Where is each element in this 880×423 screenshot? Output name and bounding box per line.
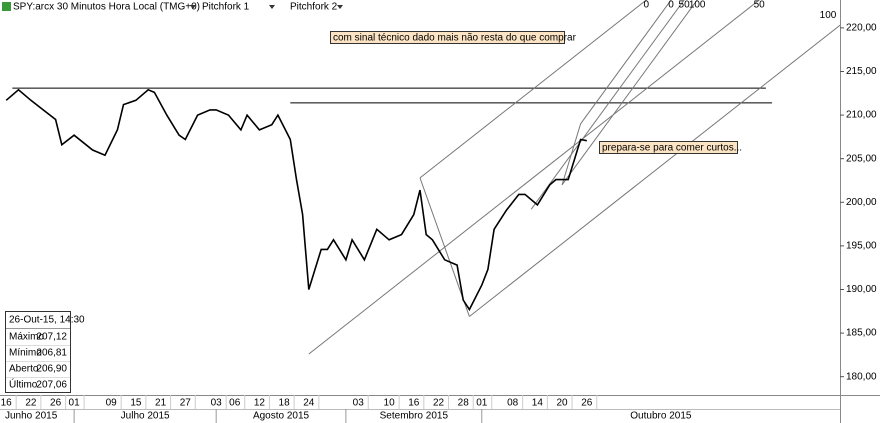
month-label: Agosto 2015 — [253, 411, 310, 422]
annotation-box — [330, 31, 565, 44]
annotation: com sinal técnico dado mais não resta do… — [333, 33, 577, 44]
info-frame — [5, 311, 71, 393]
x-tick-label: 28 — [458, 398, 470, 409]
dropdown-arrow[interactable] — [190, 5, 196, 9]
x-tick-label: 24 — [303, 398, 315, 409]
info-key: Aberto — [9, 364, 39, 375]
x-tick-label: 14 — [532, 398, 544, 409]
x-tick-label: 22 — [433, 398, 445, 409]
x-tick-label: 09 — [106, 398, 118, 409]
info-key: Máximo — [9, 332, 44, 343]
x-tick-label: 16 — [1, 398, 13, 409]
y-tick-label: 210,00 — [846, 110, 877, 121]
pitchfork-label: 0 — [668, 0, 674, 11]
month-label: Outubro 2015 — [630, 411, 692, 422]
plot-area — [5, 0, 840, 355]
symbol-icon — [2, 2, 11, 11]
x-tick-label: 22 — [25, 398, 37, 409]
y-tick-label: 220,00 — [846, 23, 877, 34]
x-tick-label: 20 — [556, 398, 568, 409]
x-tick-label: 08 — [507, 398, 519, 409]
annotation-box — [599, 141, 738, 154]
info-value: 207,06 — [36, 380, 67, 391]
pitchfork-label: 50 — [679, 0, 691, 11]
x-tick-label: 03 — [353, 398, 365, 409]
x-tick-label: 06 — [229, 398, 241, 409]
pitchfork-label: 100 — [689, 0, 706, 11]
x-tick-label: 15 — [130, 398, 142, 409]
x-tick-label: 27 — [180, 398, 192, 409]
info-box: 26-Out-15, 14:30 Máximo 207,12 Mínimo 20… — [5, 311, 85, 393]
y-tick-label: 195,00 — [846, 241, 877, 252]
info-key: Mínimo — [9, 348, 42, 359]
tool-button[interactable]: Pitchfork 2 — [290, 2, 338, 13]
info-value: 206,81 — [36, 348, 67, 359]
annotation: prepara-se para comer curtos... — [602, 143, 742, 154]
x-tick-label: 16 — [408, 398, 420, 409]
pitchfork-label: 50 — [754, 0, 766, 11]
x-tick-label: 26 — [581, 398, 593, 409]
dropdown-arrow[interactable] — [337, 5, 343, 9]
y-tick-label: 200,00 — [846, 197, 877, 208]
x-tick-label: 10 — [384, 398, 396, 409]
x-tick-label: 18 — [279, 398, 291, 409]
pitchfork-label: 0 — [644, 0, 650, 11]
info-title: 26-Out-15, 14:30 — [9, 315, 85, 326]
info-key: Último — [9, 378, 38, 391]
price-line — [5, 88, 587, 312]
info-value: 206,90 — [36, 364, 67, 375]
x-tick-label: 03 — [211, 398, 223, 409]
y-tick-label: 190,00 — [846, 284, 877, 295]
info-value: 207,12 — [36, 332, 67, 343]
month-label: Julho 2015 — [121, 411, 170, 422]
x-tick-label: 21 — [155, 398, 167, 409]
y-tick-label: 180,00 — [846, 371, 877, 382]
x-tick-label: 01 — [69, 398, 81, 409]
x-tick-label: 12 — [254, 398, 266, 409]
tool-button[interactable]: Pitchfork 1 — [202, 2, 250, 13]
dropdown-arrow[interactable] — [269, 5, 275, 9]
y-tick-label: 205,00 — [846, 153, 877, 164]
y-tick-label: 215,00 — [846, 66, 877, 77]
x-tick-label: 26 — [50, 398, 62, 409]
symbol-label: SPY:arcx 30 Minutos Hora Local (TMG+0) — [13, 2, 200, 13]
month-label: Junho 2015 — [5, 411, 58, 422]
x-tick-label: 01 — [476, 398, 488, 409]
y-tick-label: 185,00 — [846, 328, 877, 339]
month-label: Setembro 2015 — [380, 411, 449, 422]
pitchfork-label: 100 — [820, 10, 837, 21]
